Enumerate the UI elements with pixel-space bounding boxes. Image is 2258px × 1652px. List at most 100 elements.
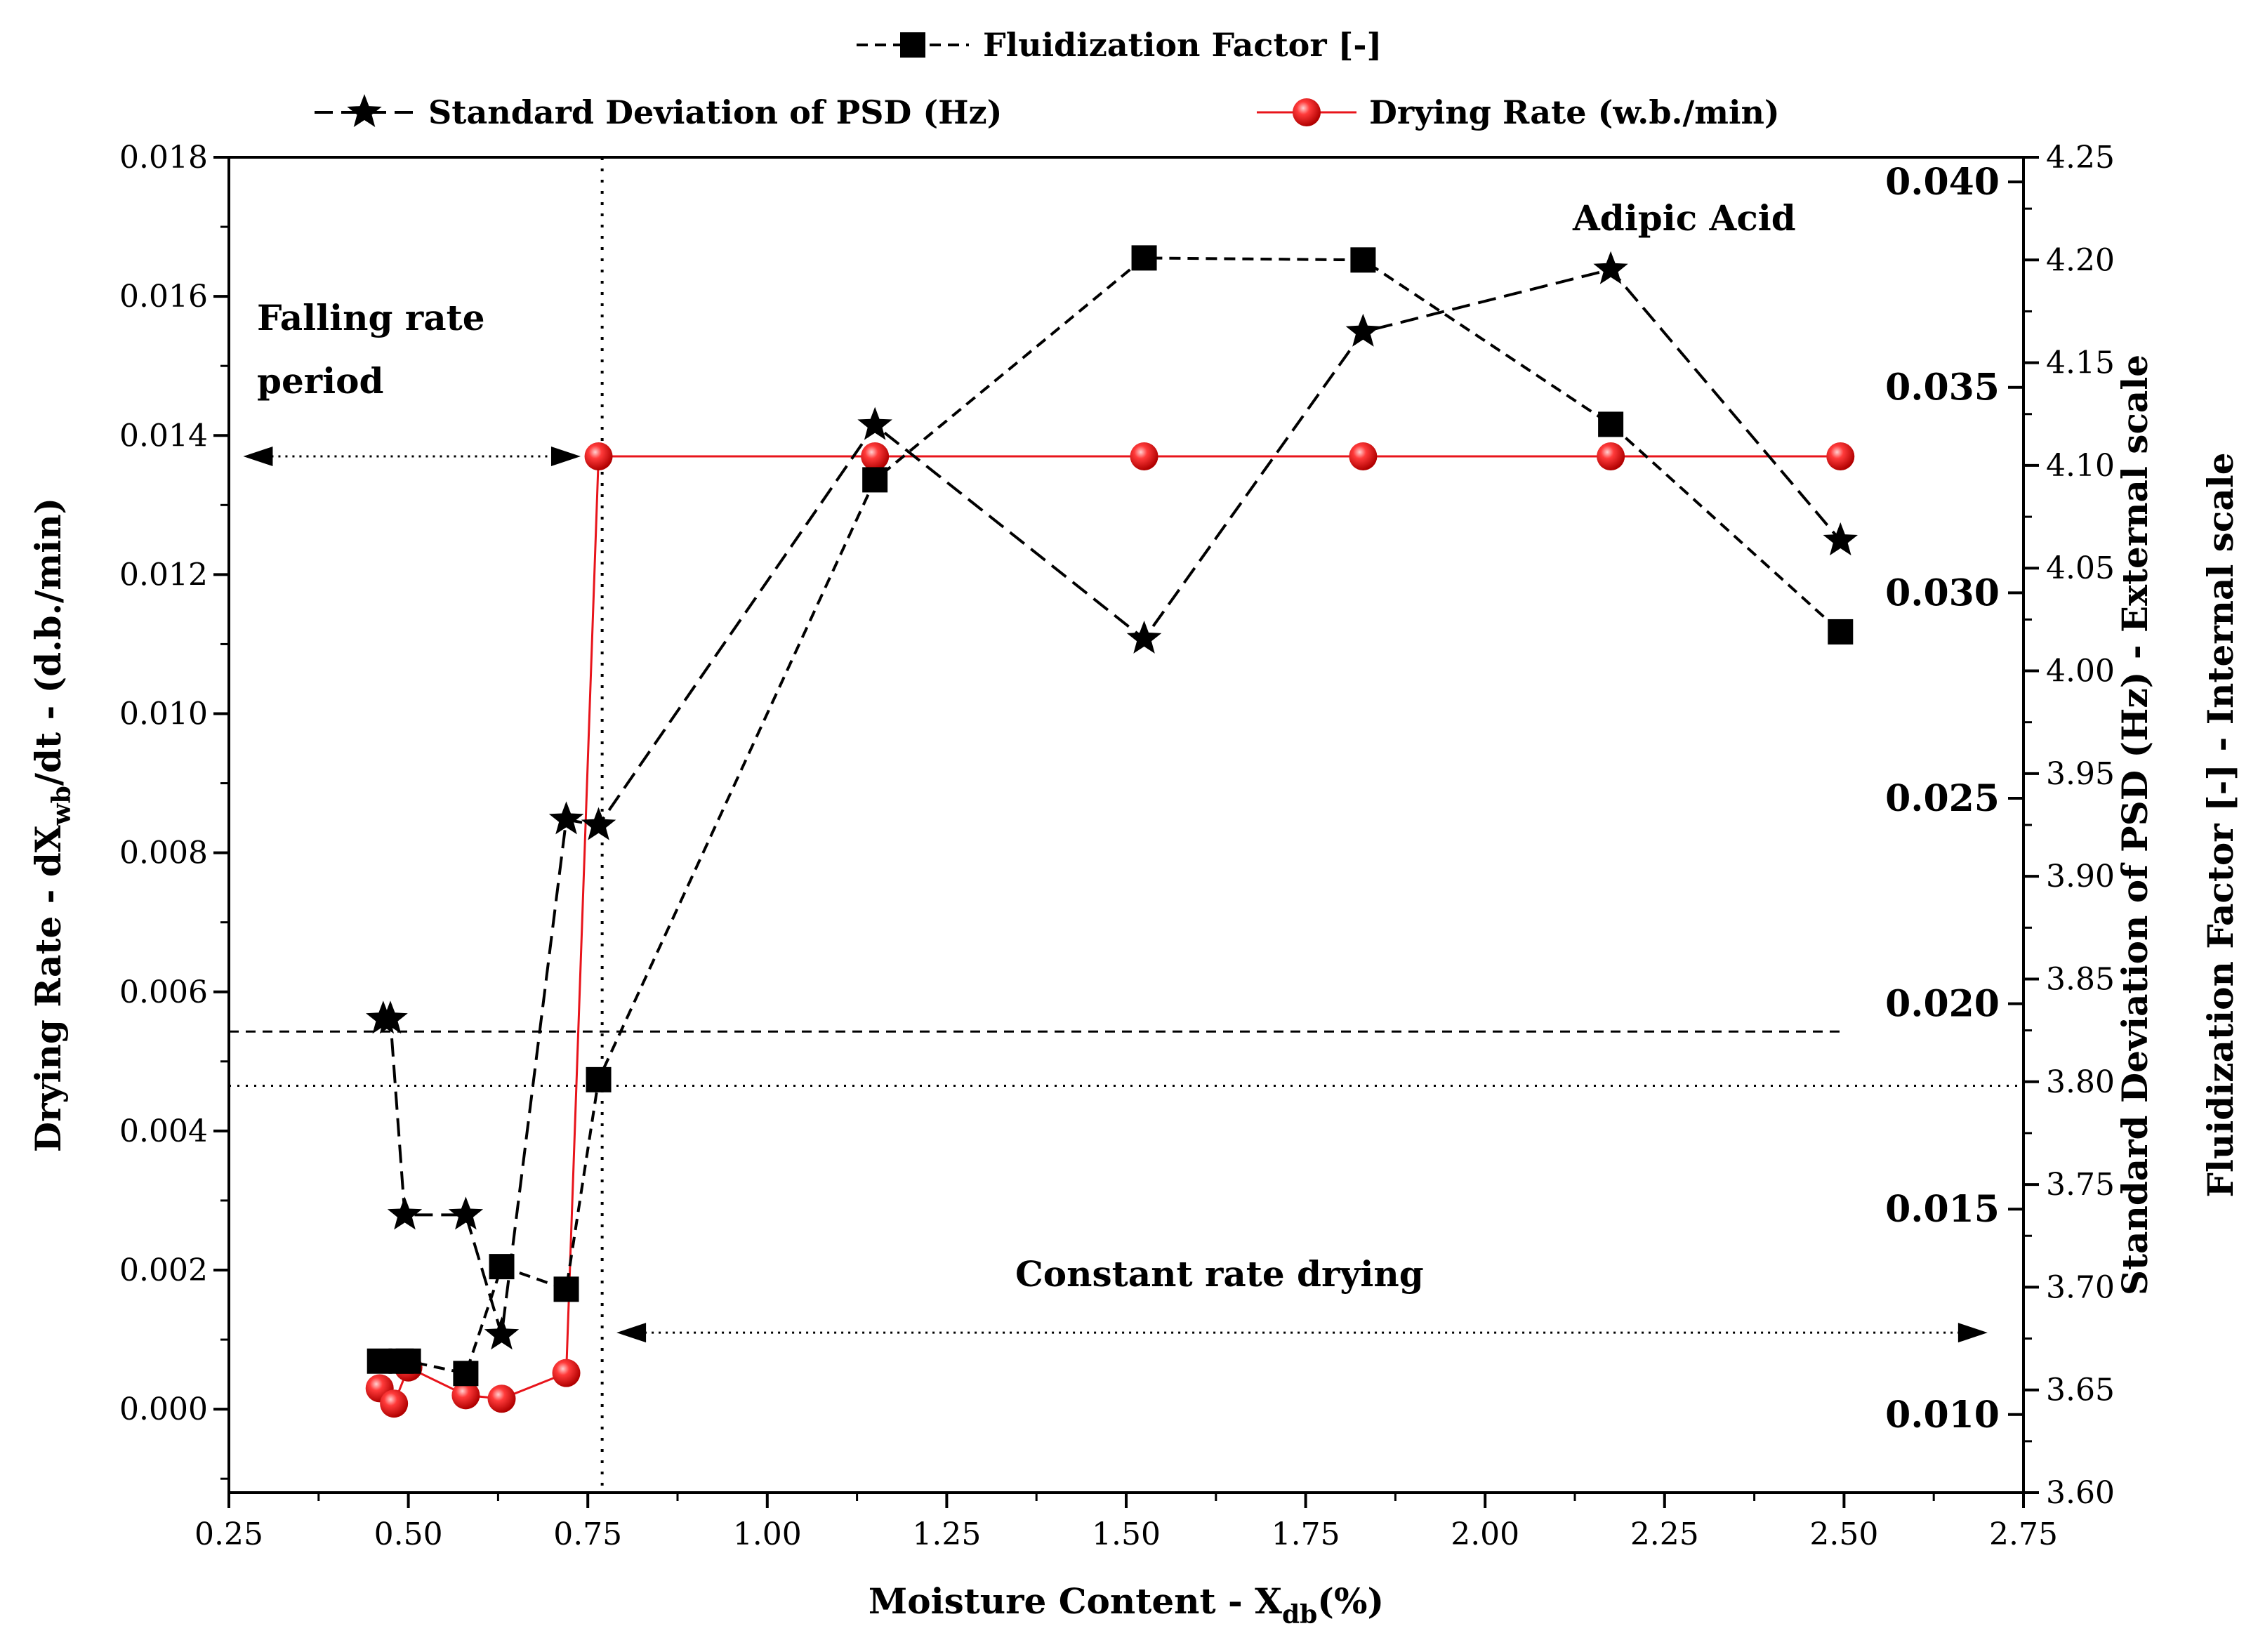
- fluidization-point: [367, 1348, 392, 1374]
- drying-rate-point: [1349, 442, 1378, 470]
- reference-lines: [229, 157, 2023, 1493]
- x-tick-label: 0.75: [553, 1516, 622, 1552]
- x-tick-label: 2.25: [1630, 1516, 1699, 1552]
- y-tick-label: 0.002: [119, 1253, 208, 1288]
- fluidization-point: [453, 1361, 479, 1387]
- y3-tick-label: 4.05: [2046, 550, 2115, 586]
- y3-tick-label: 3.75: [2046, 1167, 2115, 1203]
- y2-tick-label: 0.040: [1885, 161, 2000, 204]
- annotation-arrows: [243, 446, 1988, 1343]
- std-psd-point: [484, 1316, 520, 1350]
- fluidization-point: [1131, 245, 1157, 271]
- std-psd-point: [1126, 620, 1162, 654]
- falling-rate-label-2: period: [257, 360, 383, 402]
- x-axis-title: Moisture Content - Xdb(%): [869, 1580, 1384, 1630]
- legend-label-std: Standard Deviation of PSD (Hz): [428, 93, 1002, 131]
- std-psd-point: [1593, 251, 1628, 284]
- legend-item-drying: Drying Rate (w.b./min): [1257, 93, 1780, 131]
- series-layer: [365, 245, 1858, 1418]
- std-psd-point: [581, 807, 616, 840]
- fluidization-point: [1598, 411, 1624, 437]
- drying-rate-point: [1826, 442, 1855, 470]
- y2-axis-title: Standard Deviation of PSD (Hz) - Externa…: [2114, 355, 2155, 1295]
- y3-tick-label: 3.70: [2046, 1269, 2115, 1305]
- fluidization-point: [1828, 619, 1854, 645]
- drying-rate-point: [861, 442, 890, 470]
- legend-star-marker: [347, 94, 382, 127]
- y3-tick-label: 3.60: [2046, 1475, 2115, 1511]
- drying-rate-point: [1130, 442, 1158, 470]
- series-line-star: [383, 267, 1842, 1335]
- std-psd-point: [387, 1196, 423, 1230]
- x-tick-label: 1.25: [912, 1516, 981, 1552]
- fluidization-point: [395, 1348, 421, 1374]
- y3-tick-label: 4.20: [2046, 242, 2115, 278]
- y-axis-title: Drying Rate - dXwb/dt - (d.b./min): [27, 498, 77, 1152]
- x-tick-label: 0.25: [194, 1516, 263, 1552]
- y3-tick-label: 4.10: [2046, 448, 2115, 484]
- drying-rate-point: [1597, 442, 1625, 470]
- std-psd-point: [373, 1000, 408, 1034]
- std-psd-point: [857, 407, 892, 440]
- y-tick-label: 0.008: [119, 835, 208, 871]
- legend-item-std: Standard Deviation of PSD (Hz): [315, 93, 1002, 131]
- y-tick-label: 0.006: [119, 974, 208, 1010]
- x-tick-label: 1.50: [1092, 1516, 1161, 1552]
- x-tick-label: 1.75: [1272, 1516, 1340, 1552]
- drying-rate-point: [487, 1385, 516, 1413]
- y3-axis-title: Fluidization Factor [-] - Internal scale: [2200, 452, 2241, 1197]
- fluidization-point: [586, 1066, 612, 1092]
- y-tick-label: 0.016: [119, 279, 208, 315]
- falling-rate-label-1: Falling rate: [257, 297, 485, 338]
- y-tick-label: 0.004: [119, 1114, 208, 1149]
- y-tick-label: 0.014: [119, 418, 208, 454]
- std-psd-point: [548, 801, 584, 835]
- drying-rate-point: [552, 1359, 581, 1387]
- y-tick-label: 0.012: [119, 557, 208, 593]
- falling-rate-arrow-head-left: [243, 446, 273, 466]
- legend-label-fluidization: Fluidization Factor [-]: [983, 26, 1382, 64]
- legend-circle-marker: [1293, 98, 1321, 126]
- y-tick-label: 0.000: [119, 1392, 208, 1427]
- constant-rate-arrow-head-right: [1957, 1323, 1988, 1343]
- y-tick-label: 0.010: [119, 696, 208, 732]
- y2-tick-label: 0.015: [1885, 1188, 2000, 1231]
- legend: Fluidization Factor [-] Standard Deviati…: [315, 26, 1780, 131]
- fluidization-point: [1350, 247, 1376, 273]
- x-tick-label: 1.00: [733, 1516, 802, 1552]
- y2-tick-label: 0.030: [1885, 571, 2000, 614]
- y3-tick-label: 4.00: [2046, 654, 2115, 689]
- falling-rate-arrow-head-right: [550, 446, 581, 466]
- constant-rate-label: Constant rate drying: [1015, 1253, 1424, 1295]
- y3-tick-label: 3.95: [2046, 756, 2115, 792]
- y2-tick-label: 0.025: [1885, 777, 2000, 820]
- fluidization-point: [862, 467, 888, 493]
- x-tick-label: 2.50: [1809, 1516, 1878, 1552]
- legend-item-fluidization: Fluidization Factor [-]: [857, 26, 1382, 64]
- y3-tick-label: 4.25: [2046, 140, 2115, 176]
- std-psd-point: [1823, 522, 1858, 556]
- drying-rate-point: [584, 442, 613, 470]
- y3-tick-label: 3.85: [2046, 961, 2115, 997]
- std-psd-point: [448, 1196, 484, 1230]
- x-tick-label: 2.75: [1989, 1516, 2058, 1552]
- y2-tick-label: 0.035: [1885, 366, 2000, 409]
- legend-square-marker: [900, 32, 925, 58]
- compound-label: Adipic Acid: [1572, 197, 1796, 239]
- y3-tick-label: 3.80: [2046, 1064, 2115, 1100]
- y2-tick-label: 0.010: [1885, 1394, 2000, 1436]
- axis-ticks: 0.25 0.50 0.75 1.00 1.25 1.50 1.75 2.00 2.25 2.50…: [119, 140, 2115, 1552]
- legend-label-drying: Drying Rate (w.b./min): [1369, 93, 1780, 131]
- drying-rate-point: [380, 1389, 409, 1418]
- drying-rate-point: [451, 1381, 480, 1410]
- y3-tick-label: 4.15: [2046, 345, 2115, 381]
- std-psd-point: [1345, 313, 1381, 347]
- y2-tick-label: 0.020: [1885, 983, 2000, 1026]
- y3-tick-label: 3.65: [2046, 1373, 2115, 1408]
- x-tick-label: 2.00: [1451, 1516, 1519, 1552]
- fluidization-point: [553, 1276, 579, 1302]
- constant-rate-arrow-head-left: [616, 1323, 647, 1343]
- x-tick-label: 0.50: [374, 1516, 443, 1552]
- y3-tick-label: 3.90: [2046, 859, 2115, 894]
